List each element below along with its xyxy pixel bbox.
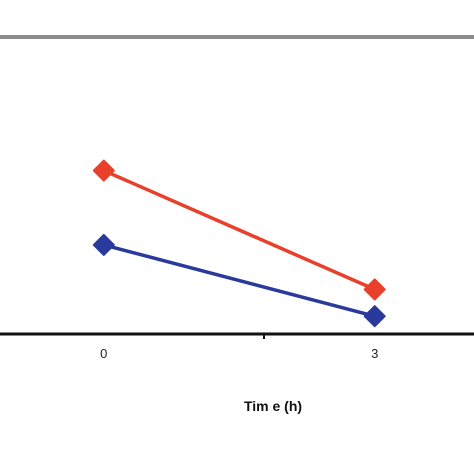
series-2-point-2 <box>363 305 386 328</box>
series-1-point-2 <box>363 278 386 301</box>
x-axis-title: Tim e (h) <box>244 398 302 414</box>
series-layer <box>92 159 386 328</box>
series-2-point-1 <box>92 233 115 256</box>
x-tick-label: 0 <box>100 346 107 361</box>
series-1-line <box>103 168 376 292</box>
series-2-line <box>103 243 376 318</box>
x-tick-label: 3 <box>371 346 378 361</box>
series-1-point-1 <box>92 159 115 182</box>
